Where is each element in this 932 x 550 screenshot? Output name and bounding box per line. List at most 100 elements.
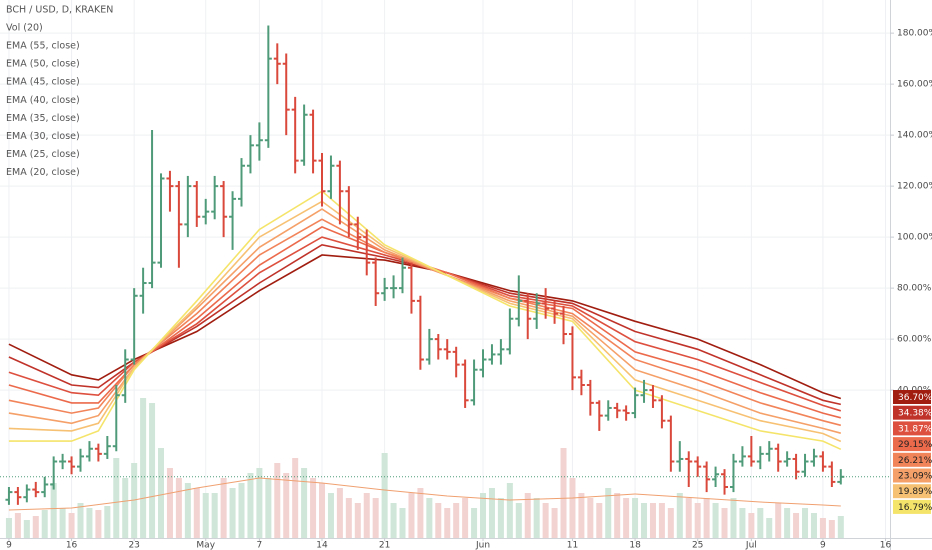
- volume-bar: [426, 498, 433, 538]
- volume-bar: [319, 483, 326, 538]
- volume-bar: [372, 498, 379, 538]
- last-value-box: [893, 405, 931, 420]
- volume-bar: [202, 493, 209, 538]
- volume-bar: [784, 508, 791, 538]
- x-tick-label: 9: [6, 541, 12, 550]
- volume-bar: [256, 468, 263, 538]
- volume-bar: [220, 478, 227, 538]
- volume-bar: [86, 508, 93, 538]
- volume-bar: [408, 493, 415, 538]
- y-tick-label: 160.00%: [897, 80, 932, 90]
- volume-bar: [175, 478, 182, 538]
- volume-bar: [560, 448, 567, 538]
- last-value-box: [893, 468, 931, 483]
- volume-bar: [748, 513, 755, 538]
- volume-bar: [506, 483, 513, 538]
- volume-bar: [140, 398, 147, 538]
- last-value-box: [893, 499, 931, 514]
- volume-bar: [50, 483, 57, 538]
- x-tick-label: Jul: [745, 541, 757, 550]
- volume-bar: [166, 468, 173, 538]
- last-value-label: 36.70%: [898, 393, 932, 403]
- volume-bar: [158, 448, 165, 538]
- last-value-box: [893, 421, 931, 436]
- y-tick-label: 60.00%: [897, 335, 932, 345]
- legend: BCH / USD, D, KRAKEN Vol (20) EMA (55, cl…: [6, 5, 113, 179]
- volume-bar: [122, 478, 129, 538]
- volume-bar: [193, 488, 200, 538]
- volume-bar: [819, 518, 826, 538]
- x-tick-label: 16: [66, 541, 78, 550]
- volume-bar: [828, 520, 835, 538]
- volume-bar: [515, 503, 522, 538]
- volume-bar: [721, 508, 728, 538]
- last-value-box: [893, 484, 931, 499]
- volume-bar: [59, 508, 66, 538]
- last-value-label: 29.15%: [898, 440, 932, 450]
- volume-bar: [739, 508, 746, 538]
- last-value-label: 34.38%: [898, 409, 932, 419]
- chart-title: BCH / USD, D, KRAKEN: [6, 5, 113, 16]
- y-tick-label: 180.00%: [897, 29, 932, 39]
- volume-bar: [444, 508, 451, 538]
- volume-bar: [95, 510, 102, 538]
- last-value-box: [893, 437, 931, 452]
- last-value-label: 16.79%: [898, 503, 932, 513]
- legend-entry: EMA (20, close): [6, 167, 80, 178]
- volume-bar: [480, 493, 487, 538]
- y-tick-label: 100.00%: [897, 233, 932, 243]
- volume-bar: [310, 478, 317, 538]
- y-tick-label: 120.00%: [897, 182, 932, 192]
- volume-bar: [229, 488, 236, 538]
- legend-entry: EMA (45, close): [6, 77, 80, 88]
- volume-bar: [712, 503, 719, 538]
- volume-bar: [265, 478, 272, 538]
- x-tick-label: 16: [880, 541, 892, 550]
- volume-bar: [327, 493, 334, 538]
- legend-entry: EMA (25, close): [6, 149, 80, 160]
- last-value-box: [893, 452, 931, 467]
- volume-bar: [68, 513, 75, 538]
- volume-bar: [649, 503, 656, 538]
- y-tick-label: 140.00%: [897, 131, 932, 141]
- ema-line: [8, 254, 842, 400]
- volume-bar: [345, 498, 352, 538]
- volume-bar: [104, 506, 111, 538]
- volume-bar: [417, 488, 424, 538]
- volume-bar: [632, 498, 639, 538]
- volume-bar: [471, 508, 478, 538]
- volume-bar: [5, 518, 12, 538]
- grid: [0, 0, 890, 538]
- x-tick-label: 18: [629, 541, 641, 550]
- volume-bar: [775, 503, 782, 538]
- last-value-label: 23.09%: [898, 472, 932, 482]
- volume-bar: [766, 518, 773, 538]
- volume-bar: [488, 488, 495, 538]
- volume-bar: [703, 498, 710, 538]
- volume-bar: [390, 503, 397, 538]
- axes: 40.00%60.00%80.00%100.00%120.00%140.00%1…: [6, 29, 932, 550]
- volume-bar: [605, 488, 612, 538]
- volume-bar: [676, 493, 683, 538]
- volume-bar: [730, 498, 737, 538]
- volume-bar: [292, 458, 299, 538]
- x-tick-label: 21: [379, 541, 390, 550]
- volume-ma-line: [8, 477, 841, 511]
- x-tick-label: Jun: [475, 541, 490, 550]
- last-value-box: [893, 390, 931, 404]
- x-tick-label: 11: [567, 541, 578, 550]
- volume-bar: [810, 513, 817, 538]
- legend-entry: EMA (55, close): [6, 41, 80, 52]
- volume-bar: [623, 498, 630, 538]
- x-tick-label: 7: [257, 541, 263, 550]
- volume-bar: [596, 503, 603, 538]
- volume-bar: [524, 493, 531, 538]
- volume-bar: [685, 498, 692, 538]
- x-tick-label: 23: [128, 541, 139, 550]
- last-value-label: 31.87%: [898, 424, 932, 434]
- volume-bar: [551, 508, 558, 538]
- x-tick-label: May: [196, 541, 215, 550]
- volume-bar: [247, 473, 254, 538]
